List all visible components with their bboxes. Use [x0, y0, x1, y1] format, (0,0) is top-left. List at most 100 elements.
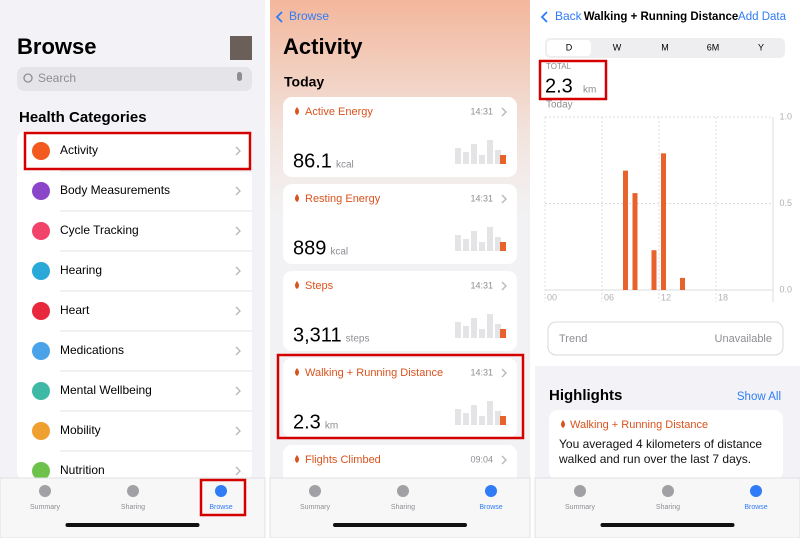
category-row[interactable]: Mobility [60, 423, 101, 437]
card-time: 14:31 [470, 367, 493, 377]
sparkline-bar [455, 409, 461, 425]
category-row[interactable]: Nutrition [60, 463, 105, 477]
mic-icon[interactable] [237, 72, 242, 81]
sparkline-current [500, 155, 506, 164]
category-icon [32, 422, 50, 440]
card-name: Steps [305, 280, 334, 292]
category-row[interactable]: Body Measurements [60, 183, 170, 197]
tab-label[interactable]: Browse [209, 504, 232, 511]
highlight-box [23, 131, 252, 171]
sparkline-bar [471, 231, 477, 251]
category-icon [32, 182, 50, 200]
activity-panel: Browse Activity Today Active Energy 14:31… [270, 0, 530, 538]
trend-value: Unavailable [715, 333, 772, 345]
home-indicator [600, 523, 735, 527]
category-list [17, 131, 252, 481]
sparkline-bar [463, 326, 469, 338]
sparkline-bar [495, 150, 501, 164]
card-unit: kcal [330, 247, 348, 258]
tab-icon[interactable] [662, 485, 674, 497]
category-icon [32, 222, 50, 240]
segment[interactable]: D [566, 42, 573, 52]
back-chevron[interactable] [275, 11, 283, 23]
y-tick-label: 0.5 [779, 198, 792, 208]
trend-label: Trend [559, 333, 587, 345]
category-icon [32, 262, 50, 280]
total-label: TOTAL [546, 62, 572, 71]
show-all[interactable]: Show All [737, 391, 781, 403]
tab-icon[interactable] [750, 485, 762, 497]
tab-icon[interactable] [485, 485, 497, 497]
chevron [235, 466, 241, 476]
category-row[interactable]: Heart [60, 303, 90, 317]
title: Browse [17, 34, 96, 59]
chevron [235, 226, 241, 236]
tab-icon[interactable] [39, 485, 51, 497]
tab-icon[interactable] [215, 485, 227, 497]
category-icon [32, 462, 50, 480]
chevron [235, 186, 241, 196]
tab-label[interactable]: Sharing [391, 504, 415, 511]
sparkline-bar [495, 324, 501, 338]
card-unit: kcal [336, 160, 354, 171]
sparkline-bar [487, 314, 493, 338]
sparkline-bar [487, 401, 493, 425]
chevron [501, 455, 507, 465]
card-value: 86.1 [293, 150, 332, 172]
title: Activity [283, 34, 363, 59]
card-name: Flights Climbed [305, 454, 381, 466]
bar [661, 153, 666, 290]
chevron [501, 194, 507, 204]
tab-label[interactable]: Browse [479, 504, 502, 511]
tab-label[interactable]: Summary [300, 504, 330, 511]
card-time: 09:04 [470, 454, 493, 464]
tab-label[interactable]: Summary [30, 504, 60, 511]
tab-label[interactable]: Summary [565, 504, 595, 511]
back-chevron[interactable] [540, 11, 548, 23]
segment[interactable]: Y [758, 42, 764, 52]
sparkline-bar [471, 318, 477, 338]
search-bar[interactable] [17, 67, 252, 91]
segment[interactable]: 6M [707, 42, 720, 52]
flame-icon [295, 368, 299, 376]
bar [632, 193, 638, 290]
segment[interactable]: M [661, 42, 669, 52]
category-row[interactable]: Mental Wellbeing [60, 383, 152, 397]
tab-label[interactable]: Sharing [121, 504, 145, 511]
card-unit: steps [346, 334, 370, 345]
tab-icon[interactable] [574, 485, 586, 497]
segment[interactable]: W [613, 42, 622, 52]
avatar[interactable] [230, 36, 252, 60]
tab-icon[interactable] [309, 485, 321, 497]
category-row[interactable]: Activity [60, 143, 98, 157]
sparkline-bar [495, 237, 501, 251]
tab-icon[interactable] [397, 485, 409, 497]
back-link[interactable]: Back [555, 9, 583, 23]
bar [651, 250, 657, 290]
add-data[interactable]: Add Data [738, 11, 787, 23]
segment-selected [547, 40, 591, 56]
category-row[interactable]: Hearing [60, 263, 102, 277]
card-value: 889 [293, 237, 326, 259]
search-placeholder: Search [38, 71, 76, 85]
tab-label[interactable]: Sharing [656, 504, 680, 511]
card-name: Active Energy [305, 106, 373, 118]
chevron [235, 266, 241, 276]
card-name: Walking + Running Distance [305, 367, 443, 379]
category-row[interactable]: Cycle Tracking [60, 223, 139, 237]
card-name: Resting Energy [305, 193, 381, 205]
tab-icon[interactable] [127, 485, 139, 497]
highlight-card[interactable] [549, 410, 783, 480]
back-link[interactable]: Browse [289, 9, 329, 23]
bar [680, 277, 685, 290]
sparkline-current [500, 242, 506, 251]
highlight-box [199, 478, 247, 517]
trend-box[interactable] [547, 321, 784, 356]
chevron [235, 346, 241, 356]
tab-label[interactable]: Browse [744, 504, 767, 511]
chevron [235, 306, 241, 316]
category-icon [32, 342, 50, 360]
home-indicator [65, 523, 200, 527]
y-tick-label: 0.0 [779, 284, 792, 294]
category-row[interactable]: Medications [60, 343, 124, 357]
